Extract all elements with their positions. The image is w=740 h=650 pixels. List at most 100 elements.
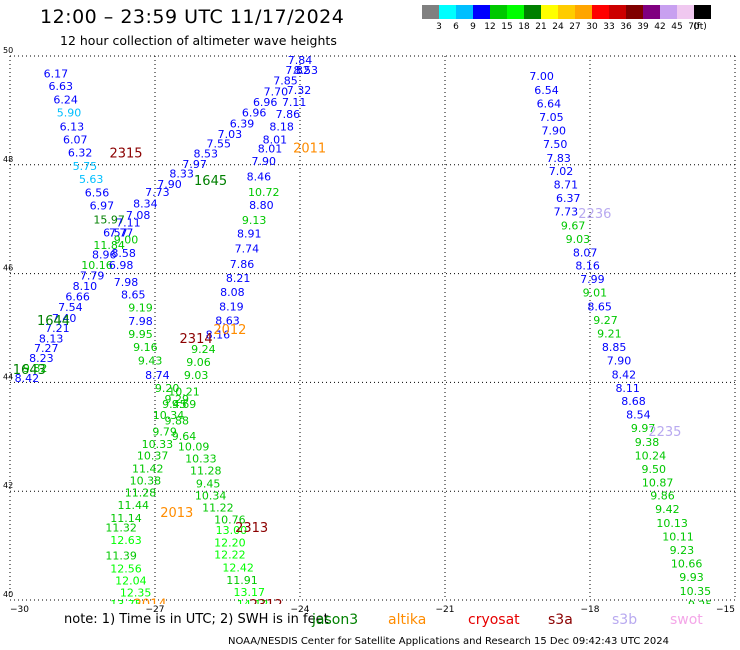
swh-value: 9.93 xyxy=(679,571,704,584)
swh-value: 9.42 xyxy=(655,503,680,516)
swh-value: 9.45 xyxy=(196,478,221,491)
swh-value: 10.76 xyxy=(214,514,246,527)
colorbar-swatch xyxy=(473,5,490,19)
swh-value: 10.37 xyxy=(137,449,169,462)
swh-value: 9.97 xyxy=(631,422,656,435)
swh-value: 9.16 xyxy=(133,341,158,354)
colorbar-label: 6 xyxy=(453,22,459,32)
y-tick-label: 48 xyxy=(3,155,13,164)
swh-value: 12.35 xyxy=(120,586,152,599)
colorbar-label: 30 xyxy=(586,22,598,32)
colorbar-swatch xyxy=(422,5,439,19)
swh-value: 7.90 xyxy=(157,178,182,191)
swh-value: 8.01 xyxy=(263,133,288,146)
swh-value: 10.34 xyxy=(195,490,227,503)
swh-value: 9.50 xyxy=(642,463,667,476)
pass-time-label: 2314 xyxy=(180,332,213,347)
swh-value: 7.11 xyxy=(282,96,307,109)
swh-value: 9.19 xyxy=(128,301,153,314)
swh-value: 11.32 xyxy=(105,522,137,535)
colorbar-swatch xyxy=(660,5,677,19)
swh-value: 9.64 xyxy=(172,430,197,443)
swh-value: 10.72 xyxy=(248,186,280,199)
swh-value: 10.24 xyxy=(635,449,667,462)
swh-value: 8.07 xyxy=(573,246,598,259)
swh-value: 7.27 xyxy=(34,342,59,355)
swh-value: 11.28 xyxy=(125,486,157,499)
swh-value: 7.90 xyxy=(542,125,567,138)
swh-value: 8.71 xyxy=(554,178,579,191)
colorbar-swatch xyxy=(524,5,541,19)
swh-value: 10.16 xyxy=(81,259,113,272)
swh-value: 10.34 xyxy=(153,409,185,422)
swh-value: 9.21 xyxy=(597,328,622,341)
swh-value: 9.03 xyxy=(566,233,591,246)
swh-value: 7.82 xyxy=(285,64,310,77)
swh-value: 7.21 xyxy=(45,322,70,335)
colorbar-swatch xyxy=(439,5,456,19)
colorbar-label: 18 xyxy=(518,22,530,32)
swh-value: 12.63 xyxy=(110,534,142,547)
legend-swot: swot xyxy=(670,612,703,628)
y-tick-label: 50 xyxy=(3,46,13,55)
swh-value: 7.83 xyxy=(546,152,571,165)
swh-value: 7.50 xyxy=(543,138,568,151)
swh-value: 9.06 xyxy=(186,356,211,369)
colorbar-swatch xyxy=(558,5,575,19)
colorbar-label: 12 xyxy=(484,22,495,32)
swh-value: 8.16 xyxy=(575,260,600,273)
legend-s3b: s3b xyxy=(612,612,638,628)
swh-value: 9.03 xyxy=(184,369,209,382)
legend-s3a: s3a xyxy=(548,612,573,628)
chart-title: 12:00 – 23:59 UTC 11/17/2024 xyxy=(40,6,345,28)
swh-value: 6.98 xyxy=(109,259,134,272)
swh-value: 10.33 xyxy=(142,438,174,451)
swh-value: 13.00 xyxy=(216,524,248,537)
swh-value: 7.97 xyxy=(182,158,207,171)
y-tick-label: 40 xyxy=(3,590,13,599)
swh-value: 6.17 xyxy=(44,67,69,80)
swh-value: 8.74 xyxy=(145,369,170,382)
swh-value: 8.16 xyxy=(206,329,231,342)
swh-value: 8.53 xyxy=(194,147,219,160)
swh-value: 10.09 xyxy=(178,441,210,454)
y-tick-label: 46 xyxy=(3,264,13,273)
swh-value: 9.01 xyxy=(583,287,608,300)
swh-value: 13.17 xyxy=(234,586,266,599)
swh-value: 7.86 xyxy=(230,258,255,271)
swh-value: 8.18 xyxy=(269,120,294,133)
swh-value: 6.56 xyxy=(85,187,110,200)
swh-value: 7.98 xyxy=(128,315,153,328)
legend-cryosat: cryosat xyxy=(468,612,520,628)
swh-value: 7.55 xyxy=(207,138,232,151)
swh-value: 7.84 xyxy=(288,54,313,67)
swh-value: 10.13 xyxy=(656,517,688,530)
swh-value: 9.24 xyxy=(191,343,216,356)
pass-time-label: 1645 xyxy=(194,174,227,189)
swh-value: 9.20 xyxy=(155,382,180,395)
swh-value: 6.32 xyxy=(68,146,93,159)
x-tick-label: −15 xyxy=(716,605,735,615)
swh-value: 6.13 xyxy=(60,120,85,133)
swh-value: 9.43 xyxy=(138,355,163,368)
swh-value: 8.53 xyxy=(294,64,319,77)
credits-footer: NOAA/NESDIS Center for Satellite Applica… xyxy=(228,636,670,647)
swh-value: 6.64 xyxy=(537,97,562,110)
pass-time-label: 1643 xyxy=(13,363,46,378)
swh-value: 8.63 xyxy=(215,314,240,327)
swh-value: 7.70 xyxy=(264,85,289,98)
swh-value: 11.14 xyxy=(110,512,142,525)
swh-value: 7.54 xyxy=(58,301,83,314)
colorbar-label: 70 xyxy=(688,22,700,32)
swh-value: 7.08 xyxy=(126,209,151,222)
colorbar-label: 39 xyxy=(637,22,649,32)
colorbar-swatch xyxy=(643,5,660,19)
swh-value: 9.45 xyxy=(162,398,187,411)
swh-value: 6.96 xyxy=(242,107,267,120)
swh-value: 8.85 xyxy=(602,341,627,354)
swh-value: 8.96 xyxy=(92,249,117,262)
swh-value: 12.56 xyxy=(110,563,142,576)
swh-value: 7.02 xyxy=(549,165,574,178)
colorbar-label: 27 xyxy=(569,22,580,32)
x-tick-label: −27 xyxy=(146,605,165,615)
